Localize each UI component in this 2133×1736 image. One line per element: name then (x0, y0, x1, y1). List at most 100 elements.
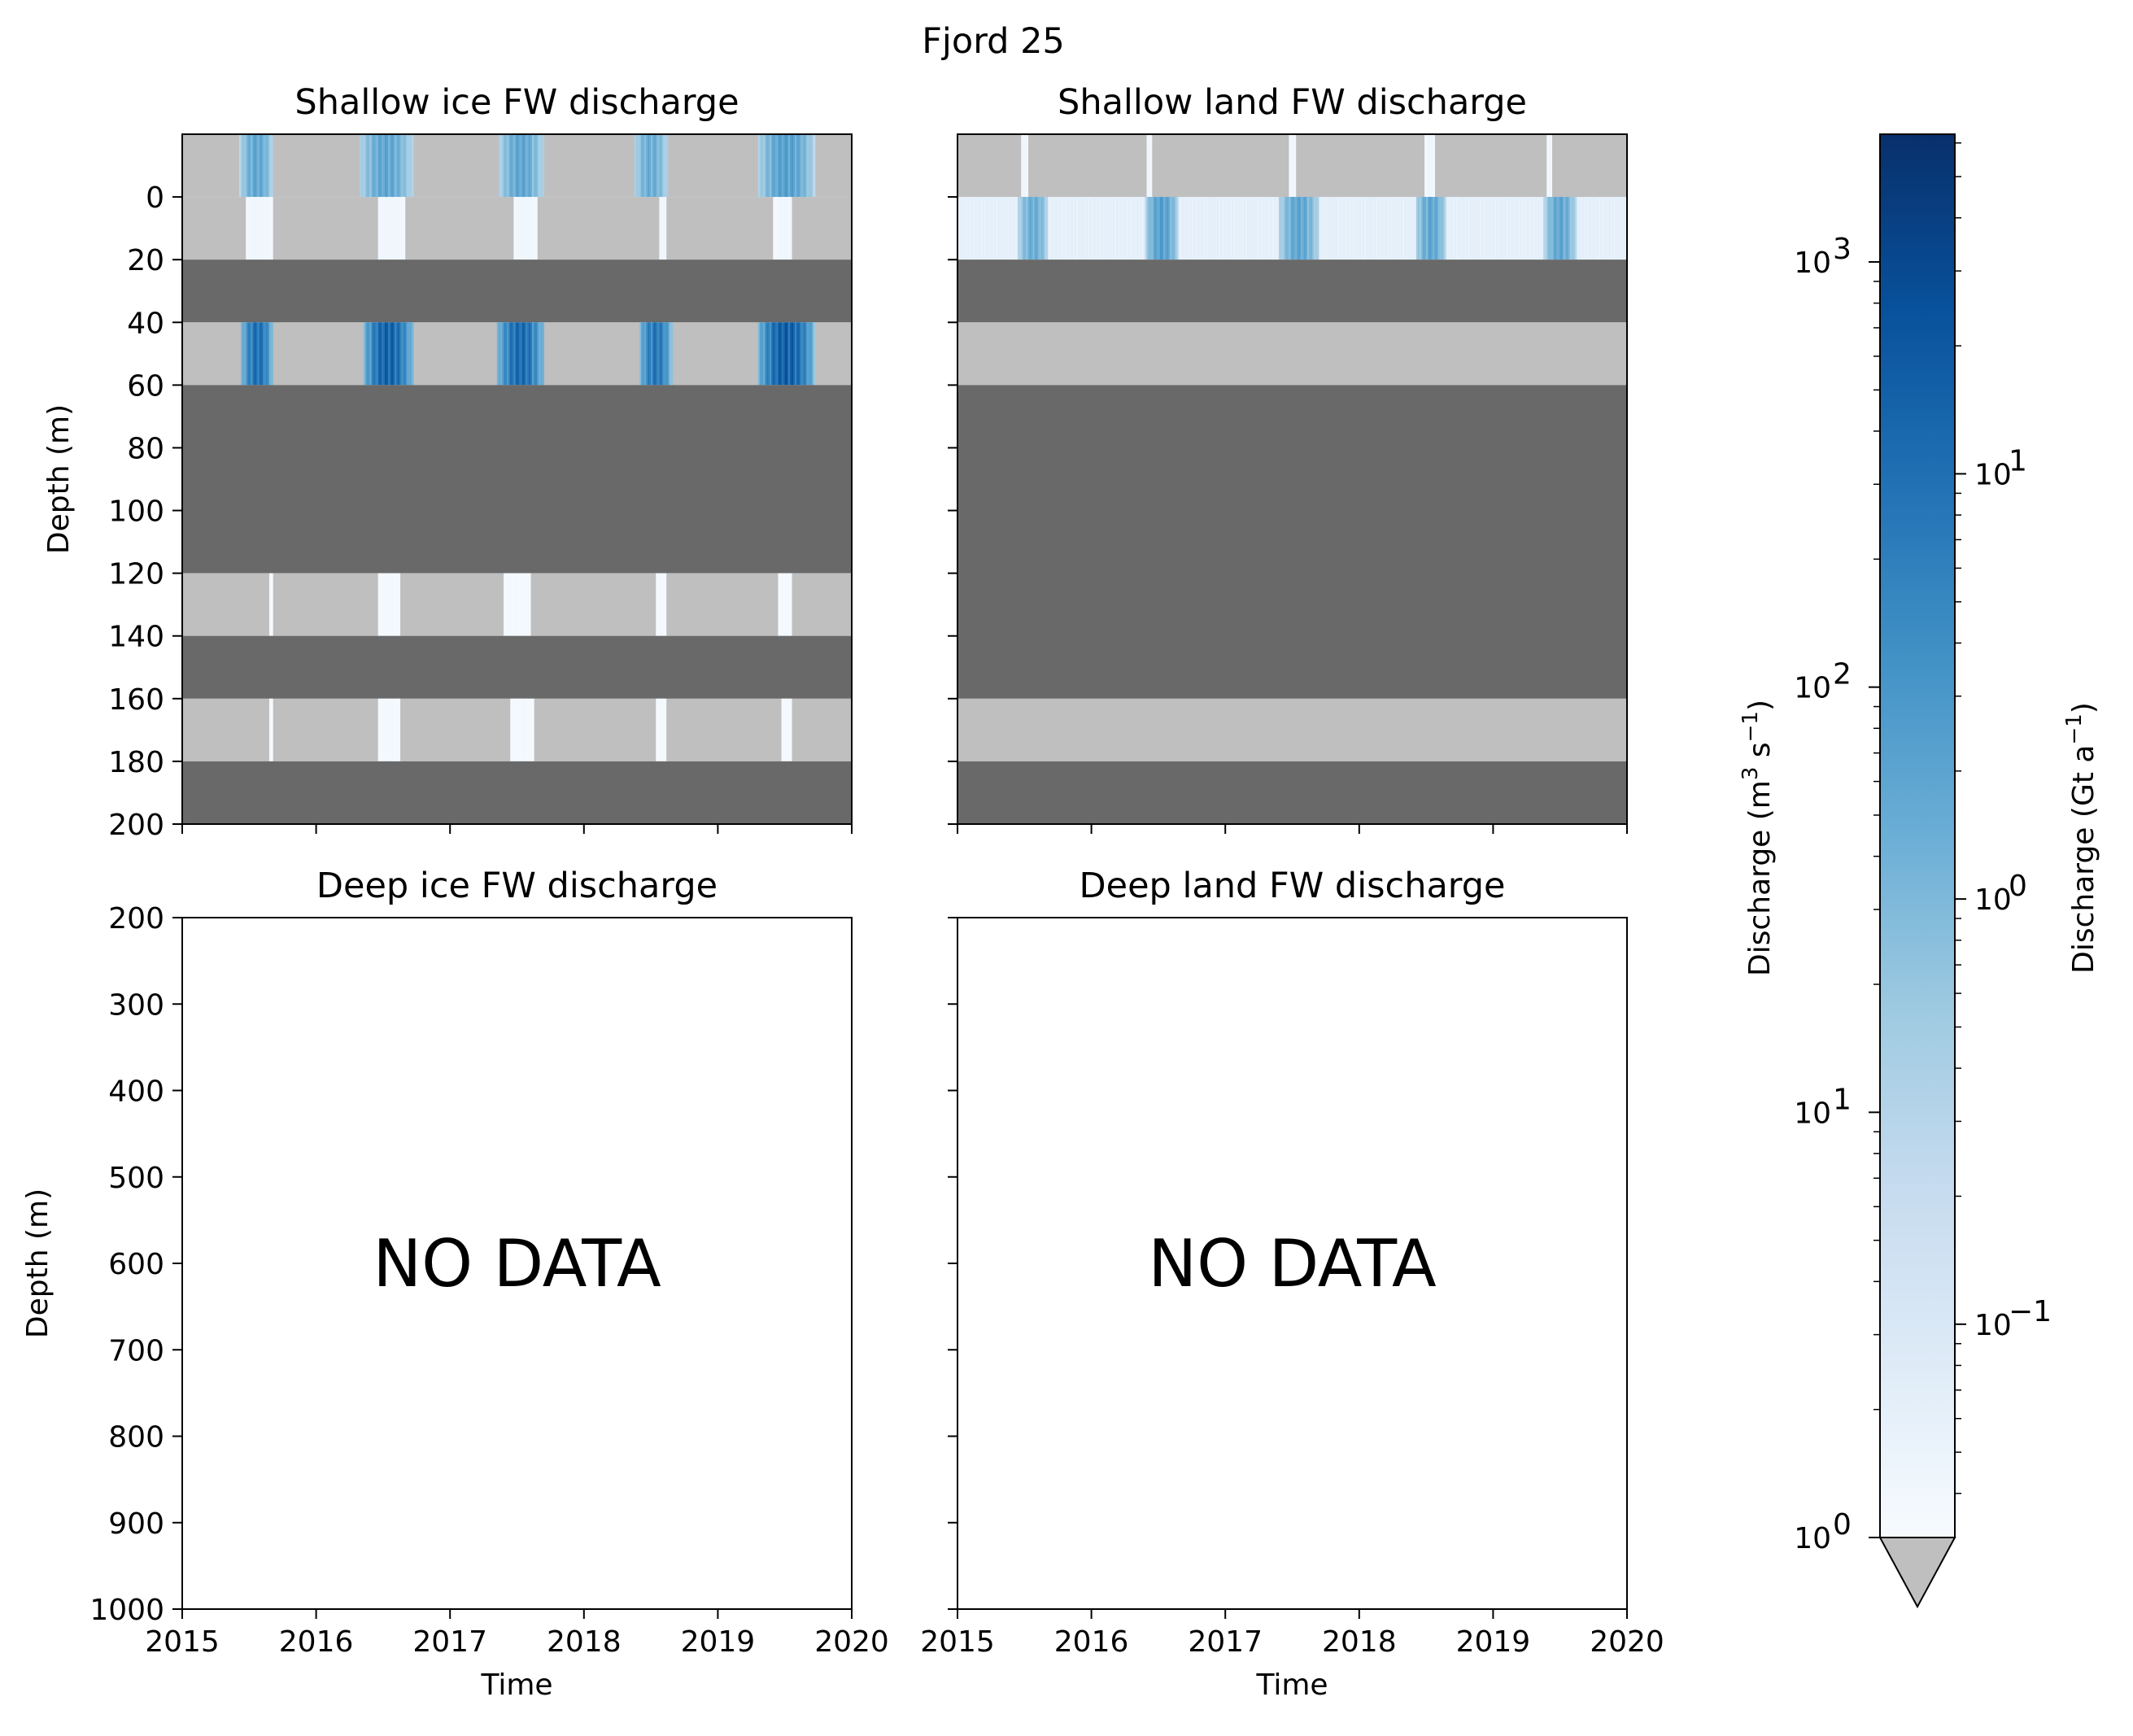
discharge-cell (528, 322, 531, 386)
colorbar-left-tick-label: 10 (1794, 672, 1831, 705)
discharge-cell (771, 322, 774, 386)
discharge-cell (761, 134, 764, 198)
discharge-cell (1138, 197, 1141, 260)
discharge-cell (1496, 197, 1499, 260)
discharge-cell (398, 698, 401, 761)
discharge-cell (771, 134, 774, 198)
discharge-cell (664, 573, 667, 636)
discharge-cell (1023, 134, 1025, 198)
discharge-cell (401, 322, 404, 386)
discharge-cell (1573, 197, 1576, 260)
discharge-cell (1193, 197, 1196, 260)
discharge-cell (800, 134, 802, 198)
discharge-cell (1344, 197, 1346, 260)
colorbar-right-tick-label: 10 (1974, 458, 2012, 491)
discharge-cell (1089, 197, 1093, 260)
discharge-cell (1374, 197, 1376, 260)
discharge-cell (382, 573, 386, 636)
discharge-cell (532, 698, 534, 761)
discharge-cell (1360, 197, 1363, 260)
discharge-cell (377, 322, 381, 386)
discharge-cell (1581, 197, 1585, 260)
discharge-cell (1101, 197, 1104, 260)
discharge-cell (1540, 197, 1542, 260)
discharge-cell (1621, 197, 1625, 260)
discharge-cell (1593, 197, 1596, 260)
discharge-cell (1381, 197, 1384, 260)
discharge-cell (808, 134, 811, 198)
discharge-cell (1498, 197, 1501, 260)
discharge-cell (1136, 197, 1139, 260)
y-tick-label: 40 (127, 307, 164, 340)
discharge-cell (1154, 197, 1158, 260)
discharge-cell (1623, 197, 1626, 260)
discharge-cell (382, 134, 386, 198)
discharge-cell (251, 134, 254, 198)
colorbar-left-tick-exponent: 2 (1833, 658, 1852, 691)
discharge-cell (1528, 197, 1531, 260)
discharge-cell (1062, 197, 1066, 260)
discharge-cell (1366, 197, 1368, 260)
discharge-cell (634, 134, 637, 198)
depth-layer (182, 698, 852, 761)
discharge-cell (962, 197, 965, 260)
discharge-cell (1143, 197, 1146, 260)
discharge-cell (1146, 134, 1149, 198)
discharge-cell (640, 322, 643, 386)
discharge-cell (1184, 197, 1188, 260)
discharge-cell (1069, 197, 1072, 260)
depth-layer (182, 197, 852, 260)
discharge-cell (504, 573, 506, 636)
discharge-cell (499, 322, 503, 386)
discharge-cell (520, 698, 523, 761)
layer-no-layer (957, 385, 1627, 699)
discharge-cell (242, 322, 245, 386)
discharge-cell (1189, 197, 1193, 260)
discharge-cell (1111, 197, 1114, 260)
discharge-cell (1005, 197, 1009, 260)
discharge-cell (1192, 197, 1194, 260)
discharge-cell (1257, 197, 1259, 260)
discharge-cell (789, 573, 792, 636)
discharge-cell (247, 134, 250, 198)
y-axis-label: Depth (m) (42, 404, 76, 554)
y-axis-label: Depth (m) (21, 1189, 55, 1338)
colorbar-frame (1879, 133, 1956, 1538)
discharge-cell (399, 134, 403, 198)
discharge-cell (1151, 197, 1154, 260)
discharge-cell (515, 573, 518, 636)
discharge-cell (1245, 197, 1248, 260)
discharge-cell (259, 197, 262, 260)
discharge-cell (249, 197, 251, 260)
discharge-cell (1213, 197, 1216, 260)
discharge-cell (517, 134, 520, 198)
discharge-cell (647, 134, 650, 198)
discharge-cell (262, 322, 265, 386)
discharge-cell (1080, 197, 1082, 260)
discharge-cell (1490, 197, 1492, 260)
discharge-cell (374, 134, 377, 198)
discharge-cell (784, 134, 787, 198)
discharge-cell (520, 573, 523, 636)
discharge-cell (374, 322, 377, 386)
discharge-cell (1429, 197, 1432, 260)
discharge-cell (262, 134, 265, 198)
x-tick-label: 2020 (1590, 1625, 1664, 1659)
discharge-cell (507, 134, 509, 198)
discharge-cell (796, 322, 799, 386)
discharge-cell (1472, 197, 1476, 260)
y-tick-label: 120 (108, 558, 164, 591)
discharge-cell (1488, 197, 1490, 260)
discharge-cell (1572, 197, 1574, 260)
discharge-cell (1359, 197, 1362, 260)
discharge-cell (395, 197, 397, 260)
discharge-cell (1067, 197, 1071, 260)
discharge-cell (1303, 197, 1306, 260)
discharge-cell (985, 197, 988, 260)
discharge-cell (1044, 197, 1047, 260)
discharge-cell (386, 698, 389, 761)
discharge-cell (1355, 197, 1359, 260)
discharge-cell (246, 322, 248, 386)
discharge-cell (1238, 197, 1241, 260)
discharge-cell (523, 322, 526, 386)
